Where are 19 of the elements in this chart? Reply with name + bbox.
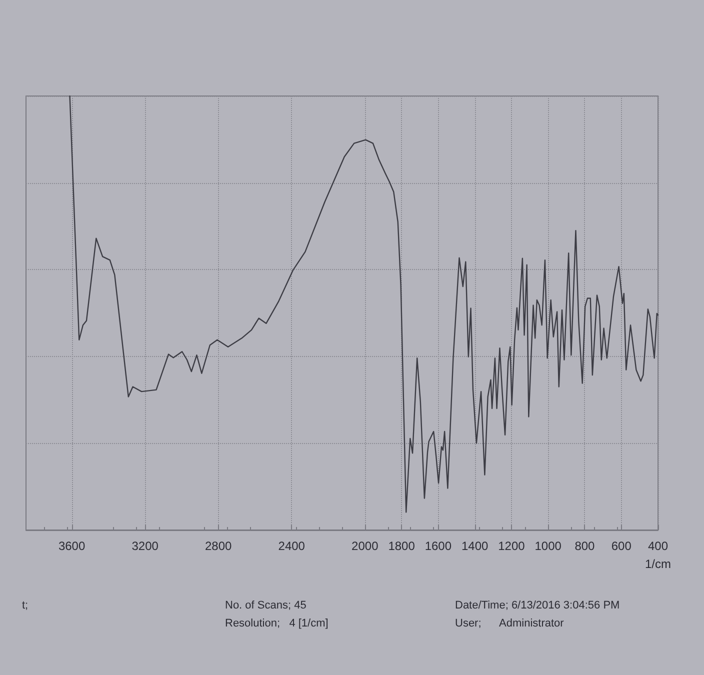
- x-tick-label: 1200: [498, 539, 526, 553]
- x-tick-label: 1800: [388, 539, 416, 553]
- text: User; Administrator: [455, 618, 564, 630]
- x-tick-label: 400: [648, 539, 668, 553]
- text: Resolution; 4 [1/cm]: [225, 618, 328, 630]
- x-tick-label: 1600: [424, 539, 452, 553]
- text: Date/Time; 6/13/2016 3:04:56 PM: [455, 600, 620, 612]
- x-tick-label: 1400: [461, 539, 488, 553]
- x-tick-label: 600: [611, 539, 632, 553]
- x-tick-label: 3600: [58, 539, 86, 553]
- x-tick-label: 3200: [132, 539, 159, 553]
- x-tick-label: 2000: [352, 539, 379, 553]
- x-tick-label: 2400: [278, 539, 306, 553]
- x-tick-label: 1000: [534, 539, 562, 553]
- text: t;: [22, 600, 28, 612]
- x-tick-label: 800: [574, 539, 596, 553]
- text: No. of Scans; 45: [225, 600, 306, 612]
- x-axis-title: 1/cm: [644, 557, 672, 571]
- x-tick-label: 2800: [204, 539, 232, 553]
